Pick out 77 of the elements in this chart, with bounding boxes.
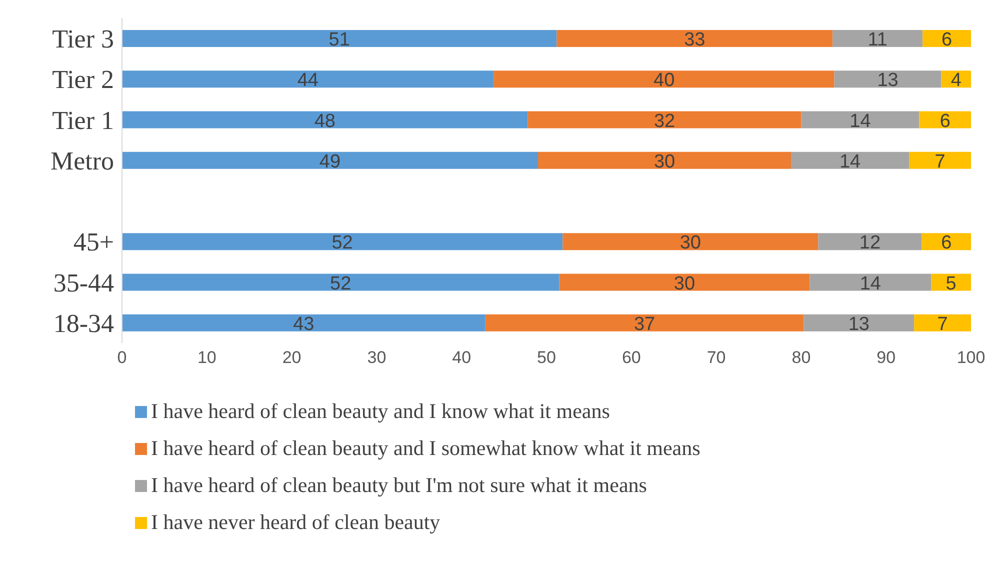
x-tick-label: 10: [197, 348, 216, 368]
bar: [914, 314, 971, 332]
data-label: 11: [868, 30, 888, 50]
x-tick-label: 40: [452, 348, 472, 368]
data-label: 40: [654, 70, 675, 92]
bar: [832, 30, 923, 47]
data-label: 30: [654, 151, 676, 172]
data-label: 51: [328, 30, 350, 50]
bar: [818, 233, 922, 250]
x-tick-label: 70: [706, 348, 726, 368]
bar: [485, 314, 804, 332]
data-label: 4: [950, 70, 962, 92]
x-tick-label: 50: [537, 348, 556, 368]
bar: [122, 274, 560, 291]
data-label: 48: [314, 110, 336, 132]
bar: [528, 111, 802, 128]
data-label: 33: [684, 30, 706, 50]
bar: [122, 111, 528, 128]
bar: [922, 233, 971, 250]
x-tick-label: 90: [876, 348, 896, 368]
legend-label: I have heard of clean beauty and I know what it means: [151, 398, 610, 425]
bar: [559, 274, 810, 291]
data-label: 6: [940, 110, 950, 132]
bar: [122, 233, 563, 250]
data-label: 30: [674, 273, 696, 294]
legend-label: I have heard of clean beauty and I somewhat know what it means: [151, 435, 700, 462]
bar: [122, 70, 494, 88]
data-label: 14: [860, 273, 882, 294]
bar: [538, 152, 792, 169]
x-tick-label: 80: [792, 348, 811, 368]
bar: [556, 30, 833, 47]
x-tick-label: 0: [117, 348, 127, 368]
y-tick-label: 35-44: [53, 268, 114, 298]
data-label: 30: [680, 232, 701, 254]
data-label: 7: [934, 151, 946, 172]
x-tick-label: 20: [282, 348, 302, 368]
data-label: 52: [330, 273, 352, 294]
x-tick-label: 60: [622, 348, 641, 368]
bar: [909, 152, 971, 169]
bar: [791, 152, 910, 169]
data-label: 12: [859, 232, 881, 254]
x-tick-label: 100: [956, 348, 986, 368]
y-tick-label: Tier 2: [52, 65, 114, 94]
legend-label: I have never heard of clean beauty: [151, 509, 440, 536]
data-label: 6: [941, 232, 952, 254]
data-label: 13: [877, 70, 898, 92]
y-tick-label: 18-34: [53, 308, 114, 338]
bar: [931, 274, 971, 291]
data-label: 52: [332, 232, 353, 254]
data-label: 49: [319, 151, 341, 172]
data-label: 44: [297, 70, 319, 92]
bar: [834, 70, 942, 88]
bar: [801, 111, 920, 128]
bar: [122, 314, 486, 332]
data-label: 13: [848, 314, 870, 335]
data-label: 43: [293, 314, 314, 335]
bar: [804, 314, 914, 332]
data-label: 6: [942, 30, 952, 50]
bar: [922, 30, 971, 47]
bar: [562, 233, 818, 250]
y-tick-label: Tier 1: [52, 106, 114, 135]
data-label: 7: [937, 314, 948, 335]
data-label: 32: [654, 110, 676, 132]
data-label: 37: [634, 314, 656, 335]
data-label: 14: [839, 151, 862, 172]
bar: [810, 274, 932, 291]
y-tick-label: Tier 3: [52, 24, 114, 54]
bar: [122, 30, 557, 47]
data-label: 14: [850, 110, 872, 132]
data-label: 5: [946, 273, 956, 294]
bar: [494, 70, 834, 88]
y-tick-label: Metro: [50, 146, 114, 176]
bar: [919, 111, 971, 128]
x-tick-label: 30: [367, 348, 386, 368]
legend-label: I have heard of clean beauty but I'm not sure what it means: [151, 472, 647, 499]
bar: [122, 152, 538, 169]
y-tick-label: 45+: [73, 228, 114, 257]
